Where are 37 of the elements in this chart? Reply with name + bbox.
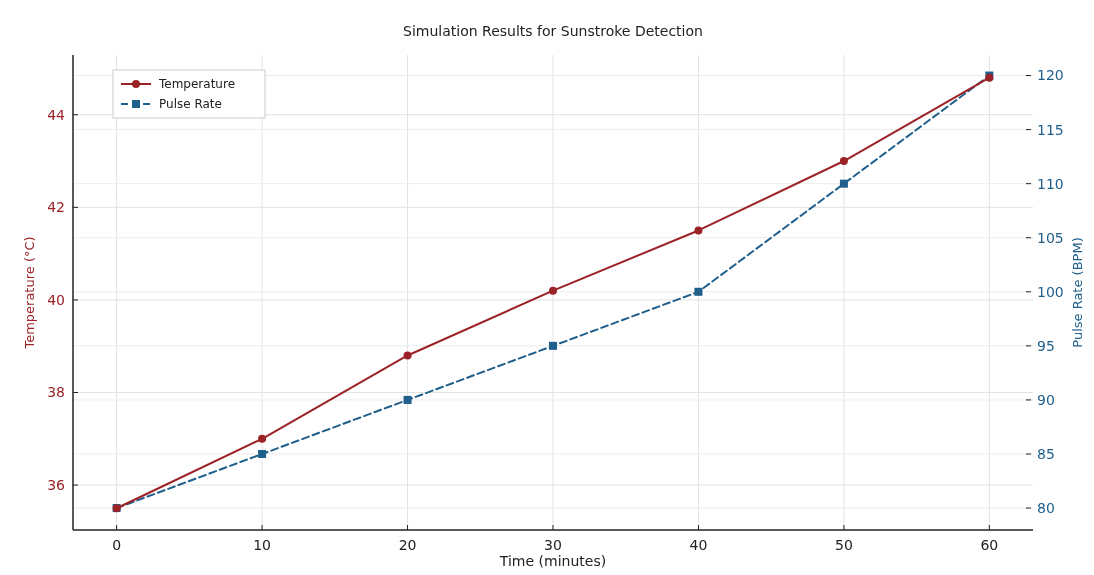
point — [694, 226, 703, 235]
y-tick-label: 40 — [47, 291, 65, 308]
x-tick-label: 30 — [544, 537, 562, 553]
y-axis-title: Temperature (°C) — [22, 236, 37, 350]
x-tick-label: 40 — [689, 537, 708, 553]
point — [839, 179, 848, 188]
point — [403, 351, 412, 360]
point — [258, 449, 267, 458]
x-axis-title: Time (minutes) — [498, 553, 607, 569]
y2-axis-title: Pulse Rate (BPM) — [1070, 237, 1085, 348]
y2-tick-label: 100 — [1037, 283, 1064, 300]
y-tick-label: 44 — [47, 106, 66, 123]
point — [403, 395, 412, 404]
y2-tick-label: 105 — [1037, 229, 1064, 246]
y2-tick-label: 95 — [1037, 337, 1055, 354]
chart-title: Simulation Results for Sunstroke Detection — [403, 23, 703, 39]
x-tick-label: 10 — [253, 537, 271, 553]
y2-tick-label: 110 — [1037, 175, 1064, 192]
point — [694, 287, 703, 296]
y2-tick-label: 120 — [1037, 67, 1064, 84]
x-tick-label: 60 — [980, 537, 999, 553]
legend-label: Temperature — [158, 77, 236, 92]
y-tick-label: 38 — [47, 384, 65, 401]
y2-tick-label: 90 — [1037, 391, 1055, 408]
x-tick-label: 50 — [835, 537, 853, 553]
point — [839, 157, 848, 166]
x-tick-label: 20 — [398, 537, 417, 553]
x-tick-label: 0 — [112, 537, 122, 553]
legend-label: Pulse Rate — [159, 97, 222, 112]
point — [258, 434, 267, 443]
y2-tick-label: 80 — [1037, 499, 1055, 516]
point — [549, 341, 557, 350]
y-tick-label: 36 — [47, 476, 66, 493]
y2-tick-label: 115 — [1037, 121, 1064, 138]
y-tick-label: 42 — [47, 199, 65, 216]
point — [549, 286, 557, 295]
y2-tick-label: 85 — [1037, 445, 1055, 462]
